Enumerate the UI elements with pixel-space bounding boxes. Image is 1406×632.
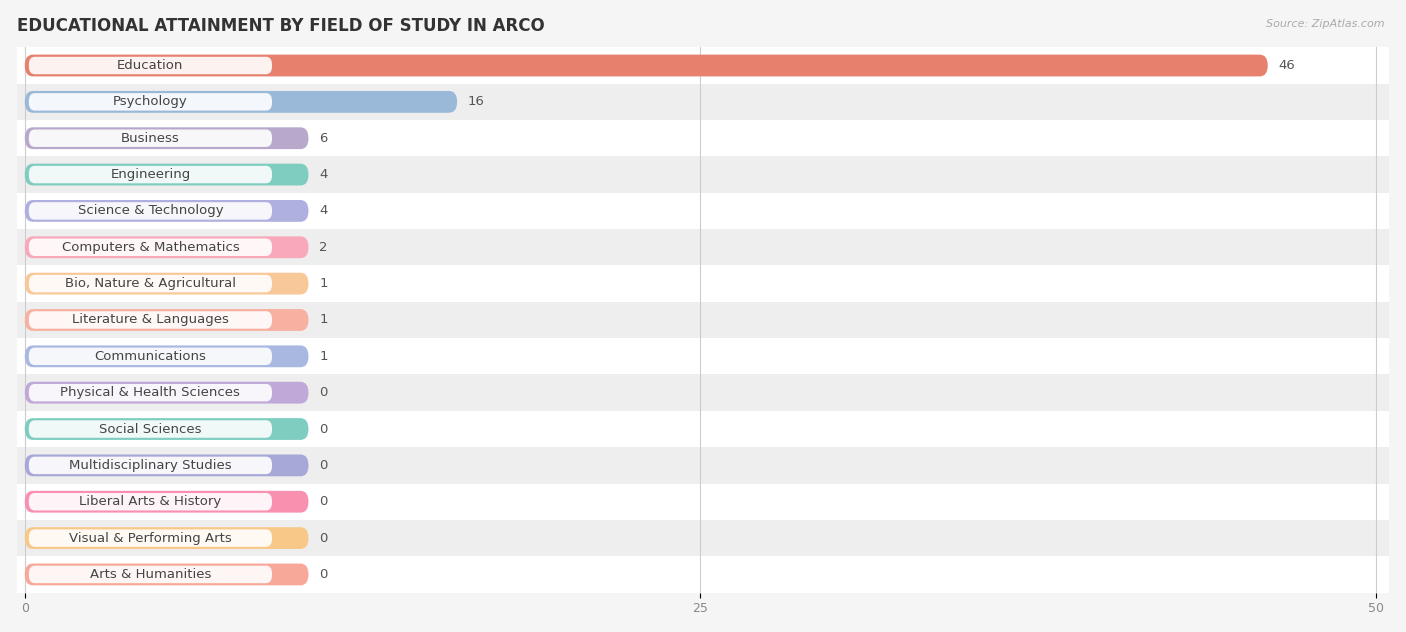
- Text: Communications: Communications: [94, 350, 207, 363]
- Text: Physical & Health Sciences: Physical & Health Sciences: [60, 386, 240, 399]
- Bar: [17, 83, 1389, 120]
- Text: 0: 0: [319, 532, 328, 545]
- FancyBboxPatch shape: [30, 130, 271, 147]
- Text: Computers & Mathematics: Computers & Mathematics: [62, 241, 239, 254]
- FancyBboxPatch shape: [25, 309, 308, 331]
- Text: 0: 0: [319, 495, 328, 508]
- Text: Liberal Arts & History: Liberal Arts & History: [79, 495, 222, 508]
- Bar: [17, 47, 1389, 83]
- Bar: [17, 193, 1389, 229]
- FancyBboxPatch shape: [30, 311, 271, 329]
- FancyBboxPatch shape: [30, 348, 271, 365]
- FancyBboxPatch shape: [30, 166, 271, 183]
- FancyBboxPatch shape: [25, 127, 308, 149]
- Bar: [17, 265, 1389, 302]
- FancyBboxPatch shape: [25, 273, 308, 295]
- FancyBboxPatch shape: [30, 202, 271, 220]
- Bar: [17, 338, 1389, 375]
- Text: 2: 2: [319, 241, 328, 254]
- FancyBboxPatch shape: [25, 454, 308, 477]
- Text: EDUCATIONAL ATTAINMENT BY FIELD OF STUDY IN ARCO: EDUCATIONAL ATTAINMENT BY FIELD OF STUDY…: [17, 16, 544, 35]
- Bar: [17, 447, 1389, 483]
- Bar: [17, 302, 1389, 338]
- Text: Social Sciences: Social Sciences: [100, 423, 201, 435]
- Text: 1: 1: [319, 277, 328, 290]
- Text: Education: Education: [117, 59, 184, 72]
- Text: 0: 0: [319, 568, 328, 581]
- Text: 4: 4: [319, 204, 328, 217]
- Text: 46: 46: [1278, 59, 1295, 72]
- FancyBboxPatch shape: [25, 346, 308, 367]
- FancyBboxPatch shape: [25, 382, 308, 404]
- FancyBboxPatch shape: [25, 200, 308, 222]
- Text: 0: 0: [319, 386, 328, 399]
- FancyBboxPatch shape: [30, 530, 271, 547]
- FancyBboxPatch shape: [30, 566, 271, 583]
- Text: Science & Technology: Science & Technology: [77, 204, 224, 217]
- Text: Engineering: Engineering: [110, 168, 191, 181]
- FancyBboxPatch shape: [25, 91, 457, 112]
- Bar: [17, 156, 1389, 193]
- Text: Source: ZipAtlas.com: Source: ZipAtlas.com: [1267, 19, 1385, 29]
- Text: 0: 0: [319, 423, 328, 435]
- Text: Multidisciplinary Studies: Multidisciplinary Studies: [69, 459, 232, 472]
- FancyBboxPatch shape: [30, 420, 271, 438]
- FancyBboxPatch shape: [25, 164, 308, 185]
- FancyBboxPatch shape: [25, 418, 308, 440]
- Text: 6: 6: [319, 131, 328, 145]
- Text: 4: 4: [319, 168, 328, 181]
- Bar: [17, 483, 1389, 520]
- FancyBboxPatch shape: [30, 457, 271, 474]
- FancyBboxPatch shape: [30, 93, 271, 111]
- Bar: [17, 556, 1389, 593]
- Bar: [17, 120, 1389, 156]
- FancyBboxPatch shape: [25, 236, 308, 258]
- FancyBboxPatch shape: [25, 527, 308, 549]
- Bar: [17, 411, 1389, 447]
- Text: Arts & Humanities: Arts & Humanities: [90, 568, 211, 581]
- FancyBboxPatch shape: [25, 564, 308, 585]
- Text: Business: Business: [121, 131, 180, 145]
- FancyBboxPatch shape: [30, 238, 271, 256]
- FancyBboxPatch shape: [25, 54, 1268, 76]
- Text: Visual & Performing Arts: Visual & Performing Arts: [69, 532, 232, 545]
- Bar: [17, 520, 1389, 556]
- Text: Psychology: Psychology: [112, 95, 188, 108]
- FancyBboxPatch shape: [25, 491, 308, 513]
- Text: 16: 16: [468, 95, 485, 108]
- Text: 0: 0: [319, 459, 328, 472]
- Text: Literature & Languages: Literature & Languages: [72, 313, 229, 327]
- Text: 1: 1: [319, 350, 328, 363]
- Bar: [17, 229, 1389, 265]
- FancyBboxPatch shape: [30, 57, 271, 74]
- FancyBboxPatch shape: [30, 384, 271, 401]
- Text: 1: 1: [319, 313, 328, 327]
- Text: Bio, Nature & Agricultural: Bio, Nature & Agricultural: [65, 277, 236, 290]
- FancyBboxPatch shape: [30, 275, 271, 293]
- FancyBboxPatch shape: [30, 493, 271, 511]
- Bar: [17, 375, 1389, 411]
